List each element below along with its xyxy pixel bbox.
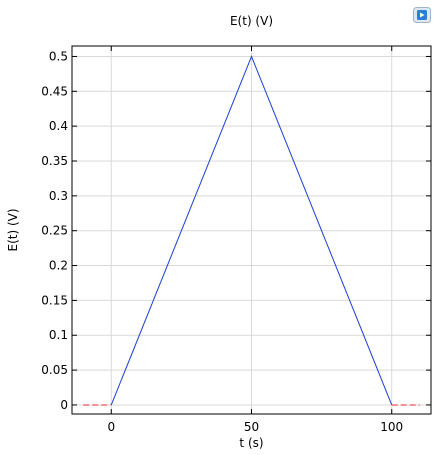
series-line-1 (110, 55, 393, 406)
y-tick-label: 0.05 (41, 363, 68, 377)
y-tick-label: 0.3 (49, 189, 68, 203)
y-tick-label: 0.5 (49, 49, 68, 63)
x-tick-label: 50 (244, 420, 259, 434)
x-tick-label: 100 (380, 420, 403, 434)
y-tick-label: 0.15 (41, 293, 68, 307)
y-tick-label: 0.45 (41, 84, 68, 98)
grid-lines (72, 46, 431, 414)
x-tick-label: 0 (107, 420, 115, 434)
x-axis-label: t (s) (239, 436, 263, 450)
y-tick-label: 0 (60, 398, 68, 412)
axis-ticks: 0 0.05 0.1 0.15 0.2 0.25 0.3 0.35 0.4 0.45 0.5 0 50 1… (41, 46, 431, 434)
data-series (83, 55, 420, 406)
y-tick-label: 0.35 (41, 154, 68, 168)
y-tick-label: 0.4 (49, 119, 68, 133)
chart-title: E(t) (V) (229, 14, 274, 28)
y-tick-label: 0.2 (49, 259, 68, 273)
y-axis-label: E(t) (V) (6, 208, 20, 251)
y-tick-label: 0.25 (41, 224, 68, 238)
image-export-icon[interactable] (413, 7, 431, 23)
y-tick-label: 0.1 (49, 328, 68, 342)
